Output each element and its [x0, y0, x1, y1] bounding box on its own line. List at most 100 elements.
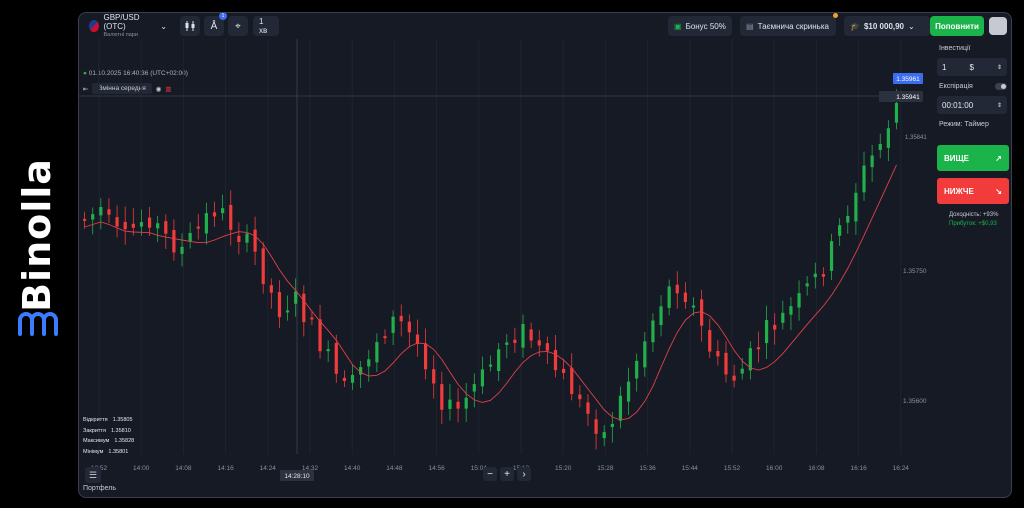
candle-body	[773, 324, 777, 330]
cursor-time-tag	[280, 470, 314, 481]
cursor-time-label: 14:28:10	[284, 473, 310, 480]
candle-body	[724, 352, 728, 375]
brand-name: Binolla	[15, 158, 59, 312]
candle-body	[748, 348, 752, 371]
x-tick-label: 14:08	[175, 465, 192, 472]
arrow-up-right-icon: ↗	[995, 153, 1002, 163]
expiration-row: Експірація	[939, 83, 1007, 90]
balance-selector[interactable]: 🎓 $10 000,90 ⌄	[844, 16, 930, 36]
candle-body	[846, 215, 850, 223]
scroll-right-button[interactable]: ›	[517, 467, 531, 481]
indicators-button[interactable]: Å 1	[204, 13, 227, 36]
mystery-box-label: Таємнича скринька	[757, 21, 829, 31]
stepper-icon[interactable]: ⇕	[996, 64, 1002, 71]
price-line-label: 1.35941	[896, 94, 920, 101]
drawing-tools-button[interactable]: ⌖	[228, 16, 248, 36]
candle-body	[553, 349, 558, 371]
ohlc-high: Максимум 1.35828	[83, 436, 134, 447]
candle-body	[659, 306, 663, 326]
ohlc-label: Мінімум	[83, 448, 104, 455]
candle-body	[245, 233, 249, 243]
expiration-toggle[interactable]	[995, 83, 1007, 90]
investment-label: Інвестиції	[939, 45, 971, 52]
expiration-input[interactable]: 00:01:00 ⇕	[937, 96, 1007, 114]
ohlc-panel: Відкриття 1.35805 Закриття 1.35810 Максиму…	[83, 415, 134, 457]
price-chart[interactable]: ● 01.10.2025 16:40:36 (UTC+02:00) ⇤ Змін…	[79, 39, 935, 485]
candle-body	[756, 347, 761, 350]
candle-body	[107, 209, 111, 215]
indicator-row: ⇤ Змінна середня ◉ ▥	[83, 83, 172, 94]
chart-type-button[interactable]	[180, 16, 200, 36]
y-tick-label: 1.35600	[903, 398, 927, 405]
y-tick-label: 1.35841	[905, 135, 927, 141]
zoom-in-button[interactable]: +	[500, 467, 514, 481]
portfolio-tab[interactable]: Портфель	[83, 485, 117, 492]
current-price-label: 1.35961	[896, 76, 920, 83]
x-tick-label: 16:24	[893, 465, 910, 472]
candle-body	[253, 229, 257, 252]
zoom-out-button[interactable]: −	[483, 467, 497, 481]
candle-body	[878, 143, 882, 150]
timeframe-button[interactable]: 1 хв	[253, 16, 279, 36]
candle-body	[805, 283, 809, 287]
candle-body	[570, 367, 574, 395]
candle-body	[212, 212, 217, 217]
candle-body	[180, 246, 184, 254]
candle-body	[415, 334, 420, 344]
avatar[interactable]	[989, 17, 1007, 35]
stepper-icon[interactable]: ⇕	[996, 102, 1002, 109]
box-icon: ▤	[746, 21, 754, 31]
top-bar: GBP/USD (OTC) Валютні пари ⌄ Å 1 ⌖ 1 хв …	[79, 13, 1011, 39]
indicator-collapse-icon[interactable]: ⇤	[83, 85, 89, 93]
candle-body	[700, 299, 704, 326]
candles-icon	[185, 21, 195, 31]
currency-label: $	[969, 62, 974, 72]
candle-body	[229, 204, 233, 230]
candle-body	[342, 377, 347, 382]
investment-input[interactable]: 1 $ ⇕	[937, 58, 1007, 76]
candle-body	[505, 342, 509, 345]
candle-body	[350, 374, 355, 383]
candle-body	[99, 207, 103, 216]
candle-body	[586, 402, 590, 414]
x-tick-label: 15:04	[471, 465, 488, 472]
candle-body	[456, 401, 460, 409]
chart-settings-button[interactable]: ☰	[85, 467, 101, 483]
trash-icon[interactable]: ▥	[165, 85, 172, 93]
x-tick-label: 16:16	[850, 465, 867, 472]
candle-body	[285, 310, 290, 313]
mystery-box-button[interactable]: ▤ Таємнича скринька	[740, 13, 838, 36]
asset-category: Валютні пари	[103, 31, 138, 38]
candle-body	[302, 293, 306, 323]
candle-body	[683, 292, 687, 303]
candle-body	[545, 343, 549, 351]
candle-body	[797, 293, 801, 308]
arrow-down-right-icon: ↘	[995, 186, 1002, 196]
lower-button[interactable]: НИЖЧЕ ↘	[937, 178, 1009, 204]
higher-label: ВИЩЕ	[944, 153, 970, 163]
x-tick-label: 14:56	[428, 465, 445, 472]
candle-body	[367, 359, 371, 367]
candle-body	[196, 226, 200, 229]
candle-body	[813, 273, 817, 278]
candle-body	[578, 394, 582, 400]
bonus-button[interactable]: ▣ Бонус 50%	[668, 16, 732, 36]
deposit-button[interactable]: Поповнити	[930, 16, 984, 36]
chart-canvas[interactable]: 13:5214:0014:0814:1614:2414:3214:4014:48…	[79, 39, 935, 485]
x-tick-label: 16:08	[808, 465, 825, 472]
candle-body	[277, 292, 282, 318]
clock-icon: ●	[83, 70, 87, 77]
candle-body	[618, 395, 623, 421]
asset-selector[interactable]: GBP/USD (OTC) Валютні пари ⌄	[85, 13, 171, 38]
candle-body	[269, 285, 273, 293]
candle-body	[691, 305, 696, 308]
higher-button[interactable]: ВИЩЕ ↗	[937, 145, 1009, 171]
candle-body	[123, 221, 127, 230]
ohlc-label: Максимум	[83, 438, 110, 444]
candle-body	[204, 213, 208, 234]
x-tick-label: 15:44	[682, 465, 699, 472]
candle-body	[448, 399, 452, 409]
candle-body	[651, 320, 655, 343]
candle-body	[667, 286, 671, 308]
eye-icon[interactable]: ◉	[155, 85, 162, 93]
